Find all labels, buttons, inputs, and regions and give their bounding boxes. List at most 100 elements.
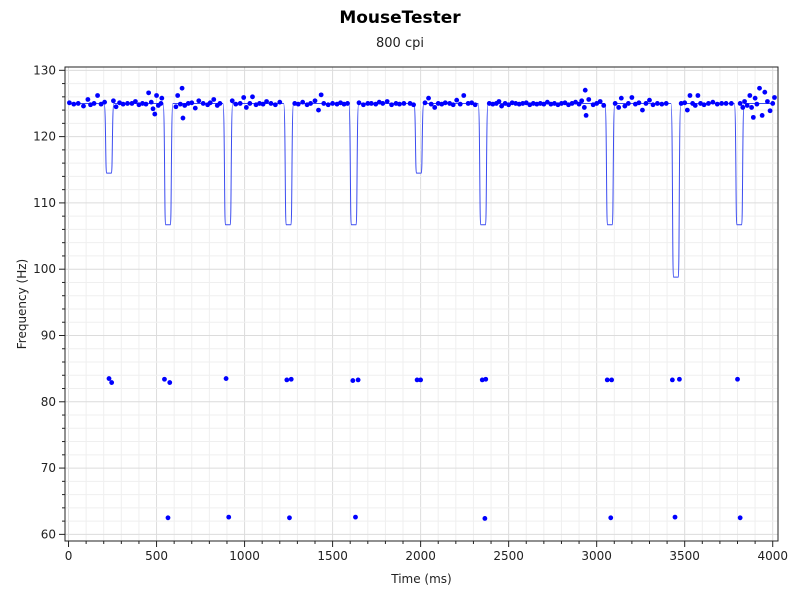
data-point — [636, 100, 642, 106]
data-point — [757, 85, 762, 91]
data-point — [770, 101, 776, 106]
data-point — [154, 93, 159, 98]
data-point — [544, 99, 550, 105]
data-point — [684, 107, 690, 113]
data-point — [321, 101, 327, 106]
x-tick-label: 0 — [65, 549, 73, 563]
data-point — [365, 101, 371, 106]
data-point — [182, 103, 188, 108]
data-point — [159, 95, 165, 101]
data-point — [457, 101, 463, 107]
data-point — [742, 99, 747, 104]
data-point — [229, 98, 235, 104]
data-point — [260, 101, 266, 107]
data-point — [237, 101, 243, 106]
data-point — [714, 101, 720, 107]
data-point — [325, 102, 331, 108]
data-point — [129, 101, 135, 106]
data-point — [767, 108, 773, 114]
data-point — [499, 103, 505, 109]
data-point — [312, 98, 318, 104]
data-point — [414, 377, 420, 383]
x-tick-label: 4000 — [757, 549, 788, 563]
data-point — [740, 105, 746, 110]
data-point — [701, 102, 707, 108]
data-point — [583, 112, 589, 118]
data-point — [411, 102, 416, 108]
data-point — [355, 377, 361, 383]
data-point — [612, 101, 618, 106]
x-tick-label: 1000 — [229, 549, 260, 563]
data-point — [737, 101, 743, 106]
data-point — [250, 94, 255, 100]
data-point — [284, 377, 290, 383]
data-point — [737, 515, 743, 521]
data-point — [663, 101, 669, 106]
data-point — [506, 102, 512, 108]
data-point — [192, 105, 198, 111]
data-point — [616, 105, 622, 110]
data-point — [687, 93, 693, 98]
data-point — [288, 376, 294, 382]
data-point — [752, 95, 758, 101]
x-tick-label: 1500 — [317, 549, 348, 563]
data-point — [217, 101, 223, 106]
data-point — [146, 90, 152, 96]
y-tick-label: 100 — [33, 262, 56, 276]
data-point — [207, 100, 213, 106]
data-point — [719, 101, 725, 106]
data-point — [597, 99, 603, 104]
data-point — [728, 101, 734, 106]
data-point — [629, 95, 635, 100]
data-point — [350, 378, 356, 383]
data-point — [211, 97, 217, 102]
data-point — [640, 107, 645, 113]
data-point — [576, 101, 582, 107]
data-point — [461, 93, 467, 98]
x-tick-label: 500 — [145, 549, 168, 563]
data-point — [98, 101, 104, 107]
data-point — [113, 104, 119, 110]
data-point — [622, 103, 628, 109]
plot-area — [64, 66, 779, 542]
data-point — [523, 100, 529, 106]
data-point — [175, 93, 181, 98]
x-axis-title: Time (ms) — [390, 572, 452, 586]
data-point — [173, 104, 179, 110]
data-point — [573, 99, 578, 105]
data-point — [601, 103, 607, 108]
data-point — [152, 111, 158, 117]
data-point — [747, 93, 753, 98]
data-point — [682, 100, 688, 106]
data-point — [389, 102, 394, 108]
data-point — [158, 101, 164, 106]
y-tick-label: 110 — [33, 196, 56, 210]
data-point — [735, 376, 740, 382]
data-point — [579, 98, 585, 104]
data-point — [442, 100, 448, 106]
y-tick-label: 120 — [33, 130, 56, 144]
data-point — [91, 101, 97, 106]
data-point — [541, 101, 547, 107]
data-point — [562, 100, 568, 106]
data-point — [102, 99, 108, 105]
data-point — [143, 101, 149, 107]
chart-title: MouseTester — [339, 8, 461, 28]
y-tick-label: 80 — [41, 395, 56, 409]
data-point — [669, 377, 675, 383]
y-axis-title: Frequency (Hz) — [15, 259, 29, 350]
data-point — [368, 101, 374, 106]
data-point — [750, 114, 756, 120]
data-point — [133, 99, 138, 104]
data-point — [179, 85, 185, 91]
data-point — [695, 93, 701, 98]
data-point — [268, 101, 274, 106]
data-point — [241, 95, 247, 100]
data-point — [81, 103, 86, 109]
chart-marks — [67, 85, 777, 521]
data-point — [373, 101, 379, 107]
data-point — [318, 92, 324, 98]
data-point — [150, 106, 156, 112]
x-tick-label: 3500 — [669, 549, 700, 563]
data-point — [148, 99, 154, 105]
